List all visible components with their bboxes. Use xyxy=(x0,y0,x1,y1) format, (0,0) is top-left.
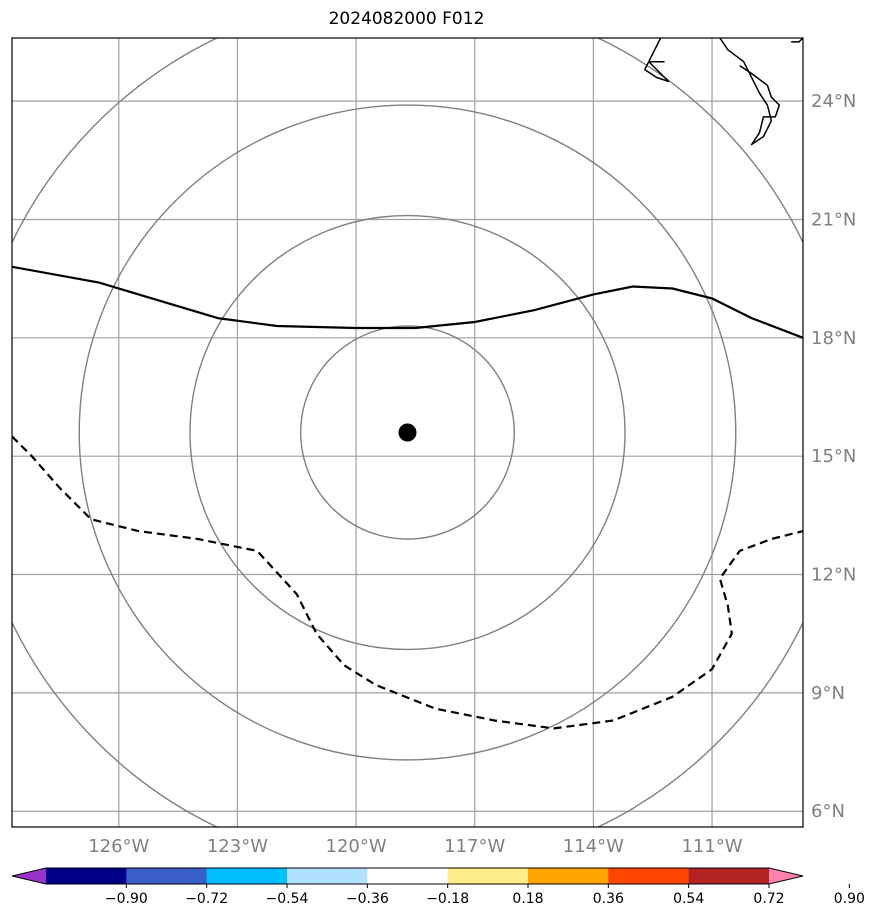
graticule xyxy=(12,38,803,827)
colorbar-tick-label: 0.90 xyxy=(834,891,865,907)
latitude-label: 18°N xyxy=(811,328,856,349)
colorbar-segment xyxy=(688,868,770,884)
colorbar-tick-labels: −0.90 −0.72 −0.54 −0.36 −0.18 0.18 0.36 0.54 0.7… xyxy=(105,884,865,907)
colorbar-tick-label: −0.54 xyxy=(266,891,309,907)
map-title: 2024082000 F012 xyxy=(328,9,485,29)
latitude-label: 9°N xyxy=(811,683,845,704)
colorbar-max-extension xyxy=(769,868,803,884)
colorbar-segment xyxy=(608,868,690,884)
colorbar-tick-label: 0.18 xyxy=(512,891,543,907)
colorbar-tick-label: 0.54 xyxy=(673,891,704,907)
range-ring xyxy=(78,104,737,761)
colorbar xyxy=(11,867,804,885)
coastline xyxy=(791,38,803,43)
longitude-label: 126°W xyxy=(88,836,149,857)
colorbar-tick-label: 0.36 xyxy=(593,891,624,907)
longitude-label: 114°W xyxy=(563,836,624,857)
colorbar-segment xyxy=(528,868,609,884)
range-rings xyxy=(12,38,803,827)
range-ring xyxy=(12,38,803,827)
latitude-label: 6°N xyxy=(811,801,845,822)
latitude-labels: 6°N 9°N 12°N 15°N 18°N 21°N 24°N xyxy=(811,91,856,822)
colorbar-segment xyxy=(367,868,449,884)
colorbar-outline xyxy=(11,867,804,885)
colorbar-segment xyxy=(206,868,288,884)
dashed-contour xyxy=(12,435,803,730)
longitude-label: 117°W xyxy=(444,836,505,857)
map-plot-area xyxy=(12,38,803,827)
storm-center-marker xyxy=(398,423,417,442)
coastline xyxy=(719,38,781,146)
range-ring xyxy=(189,214,626,651)
longitude-label: 123°W xyxy=(207,836,268,857)
range-ring xyxy=(300,325,515,540)
longitude-label: 111°W xyxy=(681,836,742,857)
colorbar-segment xyxy=(126,868,208,884)
colorbar-segment xyxy=(447,868,529,884)
latitude-label: 24°N xyxy=(811,91,856,112)
longitude-labels: 126°W 123°W 120°W 117°W 114°W 111°W xyxy=(88,836,743,857)
solid-contour xyxy=(12,265,803,339)
colorbar-segment xyxy=(46,868,127,884)
colorbar-tick-label: 0.72 xyxy=(753,891,784,907)
latitude-label: 12°N xyxy=(811,565,856,586)
longitude-label: 120°W xyxy=(326,836,387,857)
map-frame xyxy=(11,37,804,828)
colorbar-segment xyxy=(287,868,368,884)
coastlines xyxy=(644,38,803,146)
colorbar-tick-label: −0.36 xyxy=(346,891,389,907)
latitude-label: 15°N xyxy=(811,446,856,467)
colorbar-tick-label: −0.90 xyxy=(105,891,148,907)
colorbar-min-extension xyxy=(12,868,46,884)
coastline xyxy=(644,38,670,83)
latitude-label: 21°N xyxy=(811,209,856,230)
contours xyxy=(12,265,803,730)
colorbar-tick-label: −0.72 xyxy=(185,891,228,907)
colorbar-tick-label: −0.18 xyxy=(426,891,469,907)
